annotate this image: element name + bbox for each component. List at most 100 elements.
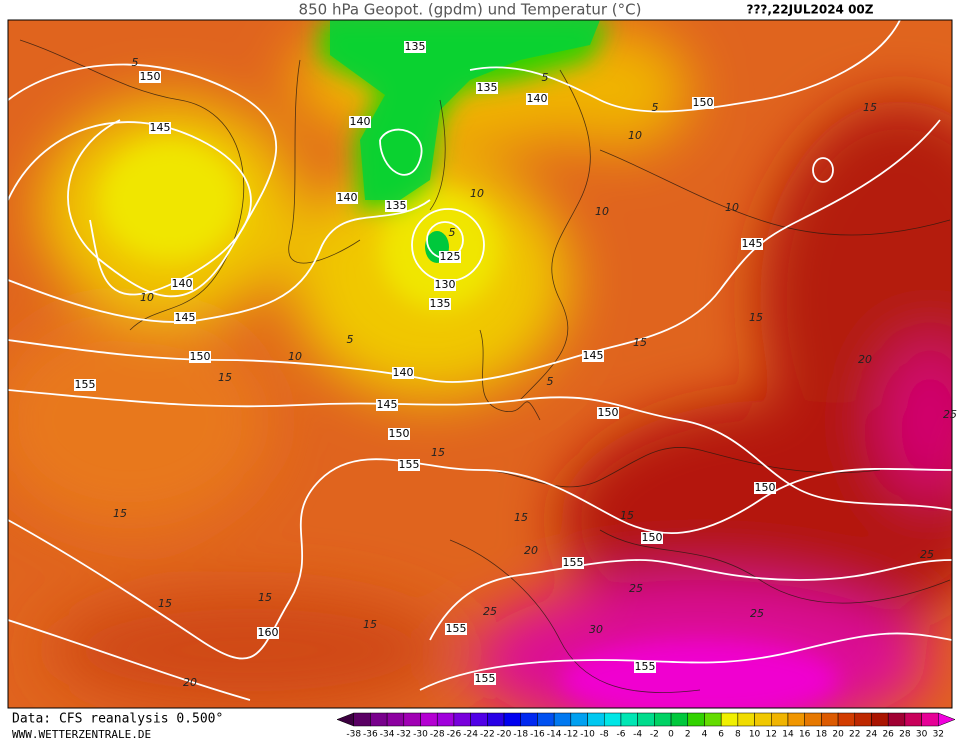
colorbar-cell bbox=[938, 712, 956, 727]
colorbar-cell bbox=[553, 712, 572, 727]
label-box bbox=[349, 116, 371, 128]
colorbar-label: -18 bbox=[513, 730, 528, 740]
temperature-label: 10 bbox=[628, 129, 642, 142]
label-box bbox=[641, 532, 663, 544]
temperature-label: 15 bbox=[633, 336, 647, 349]
colorbar-label: 8 bbox=[735, 730, 741, 740]
geopotential-label: 160 bbox=[258, 626, 279, 639]
map-field bbox=[8, 20, 952, 708]
colorbar-label: 32 bbox=[933, 730, 944, 740]
temperature-label: 25 bbox=[920, 548, 934, 561]
colorbar-cell bbox=[854, 712, 872, 727]
geopotential-label: 150 bbox=[389, 427, 410, 440]
label-box bbox=[139, 71, 161, 83]
temperature-label: 5 bbox=[132, 56, 139, 69]
label-box bbox=[634, 661, 656, 673]
colorbar-label: -4 bbox=[633, 730, 642, 740]
colorbar-label: 18 bbox=[816, 730, 828, 740]
colorbar-label: 28 bbox=[899, 730, 911, 740]
label-box bbox=[257, 627, 279, 639]
geopotential-label: 155 bbox=[475, 672, 496, 685]
colorbar-cell bbox=[537, 712, 555, 727]
geopotential-labels: 135 150 135 140 150 145 140 140 135 145 125 140 130 1… bbox=[74, 40, 776, 685]
geopotential-label: 155 bbox=[446, 622, 467, 635]
temperature-label: 15 bbox=[620, 509, 634, 522]
colorbar-cell bbox=[837, 712, 856, 727]
colorbar-cell bbox=[921, 712, 939, 727]
colorbar-label: 2 bbox=[685, 730, 691, 740]
temperature-label: 20 bbox=[524, 544, 538, 557]
geopotential-label: 150 bbox=[755, 481, 776, 494]
geopotential-label: 140 bbox=[350, 115, 371, 128]
temperature-label: 20 bbox=[858, 353, 872, 366]
colorbar: -38 -36 -34 -32 -30 -28 -26 -24 -22 -20 -18 -16 -14-… bbox=[336, 712, 956, 740]
temperature-label: 10 bbox=[288, 350, 302, 363]
colorbar-cell bbox=[603, 712, 622, 727]
temperature-label: 10 bbox=[470, 187, 484, 200]
temperature-label: 10 bbox=[595, 205, 609, 218]
label-box bbox=[385, 200, 407, 212]
colorbar-label: 0 bbox=[668, 730, 674, 740]
colorbar-cell bbox=[904, 712, 922, 727]
label-box bbox=[174, 312, 196, 324]
temperature-label: 15 bbox=[258, 591, 272, 604]
colorbar-label: 30 bbox=[916, 730, 928, 740]
temperature-label: 15 bbox=[863, 101, 877, 114]
colorbar-cell bbox=[436, 712, 455, 727]
geopotential-label: 135 bbox=[405, 40, 426, 53]
colorbar-label: -16 bbox=[530, 730, 545, 740]
colorbar-cell bbox=[503, 712, 521, 727]
temperature-label: 25 bbox=[943, 408, 957, 421]
colorbar-label: -38 bbox=[346, 730, 361, 740]
label-box bbox=[754, 482, 776, 494]
label-box bbox=[692, 97, 714, 109]
geopotential-label: 135 bbox=[477, 81, 498, 94]
colorbar-label: -28 bbox=[430, 730, 445, 740]
temperature-label: 15 bbox=[514, 511, 528, 524]
colorbar-label: -20 bbox=[497, 730, 512, 740]
colorbar-cell bbox=[570, 712, 588, 727]
geopotential-label: 155 bbox=[635, 660, 656, 673]
geopotential-label: 150 bbox=[693, 96, 714, 109]
colorbar-label: -36 bbox=[363, 730, 378, 740]
label-box bbox=[376, 399, 398, 411]
colorbar-label: 22 bbox=[849, 730, 860, 740]
geopotential-label: 155 bbox=[399, 458, 420, 471]
colorbar-label: 12 bbox=[766, 730, 777, 740]
temperature-label: 15 bbox=[158, 597, 172, 610]
temperature-label: 15 bbox=[749, 311, 763, 324]
colorbar-cell bbox=[821, 712, 839, 727]
temperature-label: 10 bbox=[140, 291, 154, 304]
colorbar-cell bbox=[353, 712, 371, 727]
label-box bbox=[336, 192, 358, 204]
colorbar-label: 14 bbox=[782, 730, 794, 740]
colorbar-label: -26 bbox=[447, 730, 462, 740]
colorbar-label: 10 bbox=[749, 730, 761, 740]
colorbar-cell bbox=[871, 712, 889, 727]
temperature-label: 5 bbox=[652, 101, 659, 114]
geopotential-label: 125 bbox=[440, 250, 461, 263]
map-frame bbox=[7, 19, 953, 709]
label-box bbox=[476, 82, 498, 94]
geopotential-label: 140 bbox=[337, 191, 358, 204]
label-box bbox=[582, 350, 604, 362]
geopotential-label: 140 bbox=[527, 92, 548, 105]
colorbar-label: -30 bbox=[413, 730, 428, 740]
temperature-label: 25 bbox=[629, 582, 643, 595]
colorbar-label: -24 bbox=[463, 730, 478, 740]
colorbar-label: 26 bbox=[882, 730, 894, 740]
geopotential-label: 150 bbox=[598, 406, 619, 419]
temperature-label: 15 bbox=[113, 507, 127, 520]
label-box bbox=[149, 122, 171, 134]
map-title: 850 hPa Geopot. (gpdm) und Temperatur (°… bbox=[299, 1, 642, 19]
colorbar-cell bbox=[670, 712, 689, 727]
label-box bbox=[429, 298, 451, 310]
colorbar-cell bbox=[720, 712, 739, 727]
temperature-label: 5 bbox=[449, 226, 456, 239]
temperature-label: 15 bbox=[363, 618, 377, 631]
colorbar-label: 16 bbox=[799, 730, 811, 740]
data-source: Data: CFS reanalysis 0.500° bbox=[12, 712, 223, 727]
colorbar-label: -8 bbox=[600, 730, 609, 740]
colorbar-cell bbox=[804, 712, 822, 727]
